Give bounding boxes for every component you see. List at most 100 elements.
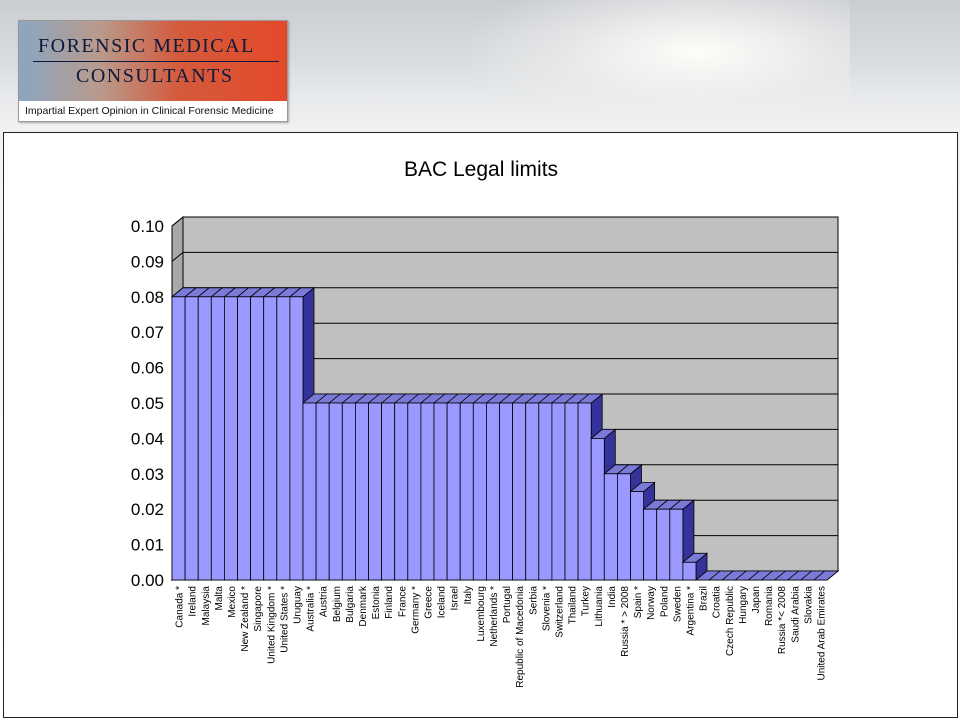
bar: [485, 402, 500, 581]
bar: [237, 296, 252, 581]
y-tick-label: 0.08: [131, 288, 164, 307]
bar: [459, 402, 474, 581]
bar: [276, 296, 291, 581]
x-tick-label: France: [397, 586, 408, 618]
bar: [538, 402, 553, 581]
x-tick-label: Ireland: [188, 586, 199, 617]
x-tick-label: Turkey: [581, 586, 592, 616]
bar: [656, 508, 671, 581]
x-tick-label: Australia *: [306, 586, 317, 632]
x-tick-label: Uruguay: [292, 586, 303, 624]
x-tick-label: India: [607, 586, 618, 608]
x-tick-label: Malaysia: [201, 586, 212, 626]
x-tick-label: Lithuania: [594, 586, 605, 627]
y-tick-label: 0.10: [131, 217, 164, 236]
bar: [682, 561, 697, 581]
x-tick-label: United Kingdom *: [266, 586, 277, 664]
y-tick-label: 0.06: [131, 359, 164, 378]
bar: [223, 296, 238, 581]
x-tick-label: Netherlands *: [489, 586, 500, 647]
bar: [263, 296, 278, 581]
x-tick-label: United Arab Emirates: [816, 586, 827, 681]
x-tick-label: Japan: [751, 586, 762, 613]
x-tick-label: Germany *: [410, 586, 421, 634]
x-tick-label: New Zealand *: [240, 586, 251, 652]
bar: [394, 402, 409, 581]
bar: [184, 296, 199, 581]
x-tick-label: Austria: [319, 586, 330, 618]
bar: [669, 508, 684, 581]
bar: [590, 437, 605, 581]
y-tick-label: 0.02: [131, 500, 164, 519]
gridline-side: [171, 216, 184, 227]
bar: [197, 296, 212, 581]
x-tick-label: Slovenia *: [541, 586, 552, 631]
bar: [407, 402, 422, 581]
chart-title: BAC Legal limits: [404, 158, 558, 181]
y-tick-label: 0.05: [131, 394, 164, 413]
bar: [446, 402, 461, 581]
logo-line-1: FORENSIC MEDICAL: [38, 35, 255, 57]
bar: [302, 402, 317, 581]
x-tick-label: Italy: [463, 586, 474, 604]
bar: [525, 402, 540, 581]
y-tick-label: 0.09: [131, 252, 164, 271]
x-tick-label: Greece: [423, 586, 434, 619]
bar: [210, 296, 225, 581]
x-tick-label: Hungary: [738, 586, 749, 624]
bar: [617, 473, 631, 581]
x-tick-label: Serbia: [528, 586, 539, 615]
bar: [643, 508, 658, 581]
x-tick-label: Poland: [659, 586, 670, 617]
bar: [368, 402, 383, 581]
x-tick-label: Denmark: [358, 585, 369, 627]
x-tick-label: Israel: [450, 586, 461, 610]
bac-chart: BAC Legal limits 0.00 0.01 0.02 0.03 0.04 0.0…: [131, 158, 840, 688]
bar: [630, 491, 645, 581]
x-tick-label: Saudi Arabia: [790, 586, 801, 643]
x-tick-label: United States *: [279, 586, 290, 653]
bar: [315, 402, 330, 581]
background-glow: [470, 0, 850, 130]
x-tick-label: Luxembourg: [476, 586, 487, 642]
bar: [564, 402, 579, 581]
bar: [433, 402, 448, 581]
x-tick-label: Malta: [214, 586, 225, 611]
x-tick-label: Singapore: [253, 586, 264, 632]
y-tick-label: 0.04: [131, 429, 164, 448]
y-tick-label: 0.01: [131, 536, 164, 555]
bar: [472, 402, 487, 581]
x-tick-label: Canada *: [175, 586, 186, 628]
x-tick-label: Switzerland: [554, 586, 565, 638]
x-tick-label: Russia *< 2008: [777, 586, 788, 655]
y-tick-label: 0.07: [131, 323, 164, 342]
bar: [250, 296, 265, 581]
y-tick-label: 0.00: [131, 571, 164, 590]
bar: [499, 402, 514, 581]
x-tick-label: Bulgaria: [345, 586, 356, 623]
x-tick-label: Belgium: [332, 586, 343, 622]
bar: [354, 402, 369, 581]
x-tick-label: Croatia: [712, 586, 723, 619]
x-tick-label: Czech Republic: [725, 586, 736, 656]
x-tick-label: Mexico: [227, 586, 238, 618]
x-tick-label: Republic of Macedonia: [515, 586, 526, 688]
x-tick-label: Portugal: [502, 586, 513, 623]
bar: [289, 296, 304, 581]
bar: [551, 402, 566, 581]
x-tick-label: Iceland: [437, 586, 448, 618]
bar-top: [812, 570, 840, 581]
x-tick-label: Russia * > 2008: [620, 586, 631, 657]
bar: [420, 402, 435, 581]
bar: [171, 296, 186, 581]
bar: [603, 473, 618, 581]
x-tick-label: Sweden: [672, 586, 683, 622]
x-tick-label: Slovakia: [803, 586, 814, 624]
bar: [381, 402, 396, 581]
logo-divider: [33, 61, 279, 62]
bar: [341, 402, 356, 581]
logo-line-2: CONSULTANTS: [76, 65, 234, 87]
chart-panel: BAC Legal limits 0.00 0.01 0.02 0.03 0.04 0.0…: [3, 132, 958, 718]
bar: [328, 402, 343, 581]
logo-tagline: Impartial Expert Opinion in Clinical For…: [25, 105, 274, 117]
